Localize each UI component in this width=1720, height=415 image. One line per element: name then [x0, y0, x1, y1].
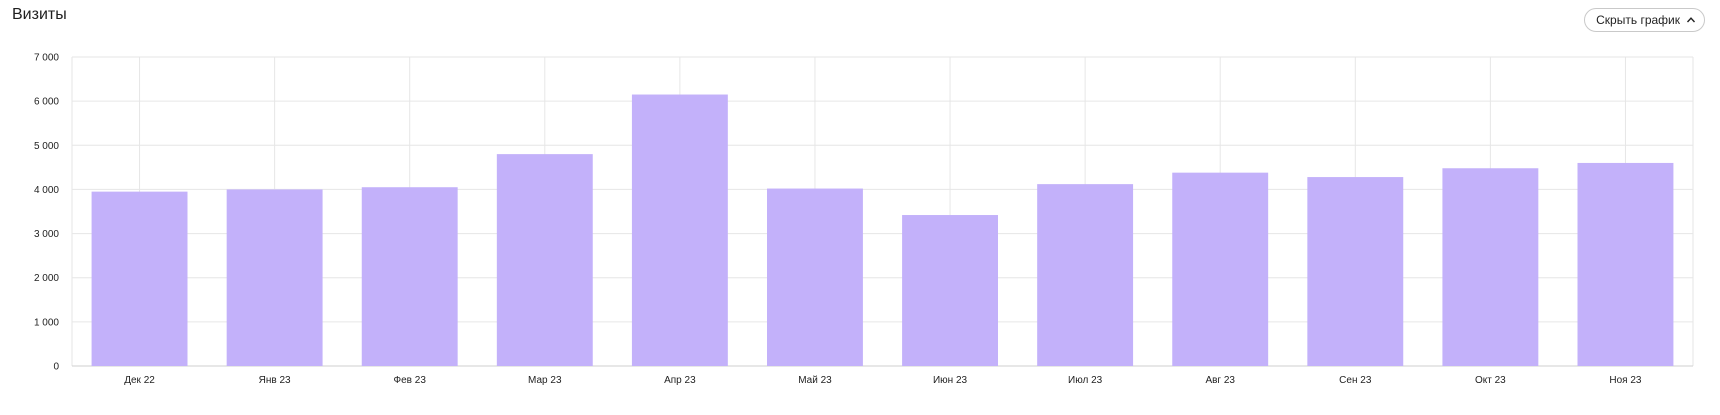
bar[interactable] — [91, 191, 188, 366]
x-tick-label: Мар 23 — [528, 375, 562, 386]
bar[interactable] — [631, 94, 728, 367]
x-tick-label: Авг 23 — [1205, 375, 1235, 386]
y-tick-label: 2 000 — [34, 273, 59, 284]
x-tick-label: Дек 22 — [124, 375, 155, 386]
x-axis-ticks: Дек 22 Янв 23 Фев 23 Мар 23 Апр 23 Май 23 Июн … — [124, 375, 1642, 386]
bar[interactable] — [1577, 162, 1674, 366]
x-tick-label: Янв 23 — [259, 375, 291, 386]
bar[interactable] — [1172, 172, 1269, 366]
y-tick-label: 1 000 — [34, 317, 59, 328]
bar[interactable] — [1307, 177, 1404, 366]
x-tick-label: Ноя 23 — [1609, 375, 1642, 386]
bar[interactable] — [496, 154, 593, 366]
y-tick-label: 0 — [53, 362, 59, 373]
hide-chart-label: Скрыть график — [1596, 13, 1680, 27]
y-tick-label: 6 000 — [34, 97, 59, 108]
x-tick-label: Май 23 — [798, 375, 832, 386]
y-tick-label: 5 000 — [34, 141, 59, 152]
y-tick-label: 3 000 — [34, 229, 59, 240]
y-axis-ticks: 0 1 000 2 000 3 000 4 000 5 000 6 000 7 000 — [34, 53, 59, 373]
x-tick-label: Сен 23 — [1339, 375, 1372, 386]
y-tick-label: 4 000 — [34, 185, 59, 196]
chevron-up-icon — [1686, 17, 1696, 23]
bar[interactable] — [1037, 184, 1134, 366]
x-tick-label: Июл 23 — [1068, 375, 1103, 386]
bar[interactable] — [902, 215, 998, 366]
chart-bars — [91, 94, 1674, 367]
x-tick-label: Окт 23 — [1475, 375, 1506, 386]
x-tick-label: Фев 23 — [394, 375, 427, 386]
chart-title: Визиты — [12, 6, 67, 23]
bar[interactable] — [361, 187, 458, 366]
x-tick-label: Июн 23 — [933, 375, 968, 386]
bar[interactable] — [767, 188, 863, 366]
y-tick-label: 7 000 — [34, 53, 59, 64]
bar[interactable] — [1442, 168, 1539, 366]
hide-chart-button[interactable]: Скрыть график — [1584, 8, 1705, 32]
x-tick-label: Апр 23 — [664, 375, 696, 386]
bar[interactable] — [226, 189, 323, 366]
